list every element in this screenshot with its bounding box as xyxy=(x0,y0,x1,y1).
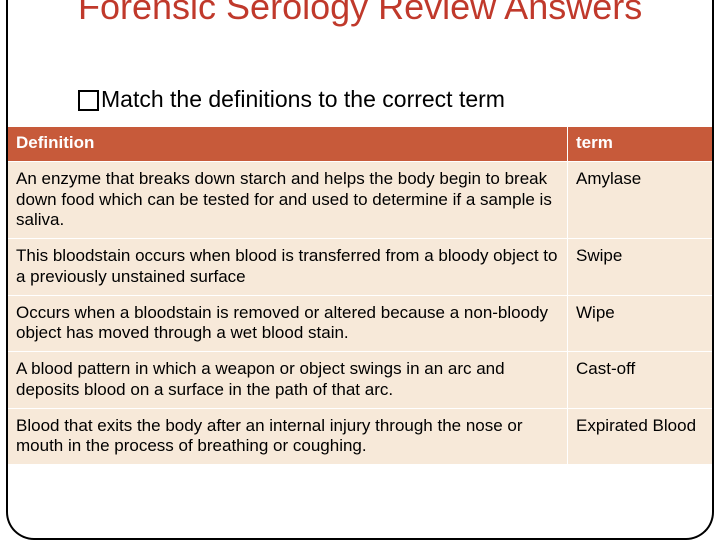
table-row: This bloodstain occurs when blood is tra… xyxy=(8,239,714,295)
cell-term: Expirated Blood xyxy=(568,408,714,464)
slide-title: Forensic Serology Review Answers xyxy=(78,0,680,27)
table-row: An enzyme that breaks down starch and he… xyxy=(8,162,714,239)
cell-term: Amylase xyxy=(568,162,714,239)
table-row: A blood pattern in which a weapon or obj… xyxy=(8,352,714,408)
instruction-text: Match the definitions to the correct ter… xyxy=(101,86,505,113)
cell-definition: An enzyme that breaks down starch and he… xyxy=(8,162,568,239)
bullet-box-icon xyxy=(78,90,99,111)
cell-definition: Occurs when a bloodstain is removed or a… xyxy=(8,295,568,351)
header-term: term xyxy=(568,127,714,162)
cell-definition: This bloodstain occurs when blood is tra… xyxy=(8,239,568,295)
table-header-row: Definition term xyxy=(8,127,714,162)
definition-term-table: Definition term An enzyme that breaks do… xyxy=(7,126,714,465)
cell-definition: A blood pattern in which a weapon or obj… xyxy=(8,352,568,408)
cell-term: Swipe xyxy=(568,239,714,295)
cell-term: Cast-off xyxy=(568,352,714,408)
cell-term: Wipe xyxy=(568,295,714,351)
table-row: Blood that exits the body after an inter… xyxy=(8,408,714,464)
instruction-line: Match the definitions to the correct ter… xyxy=(78,86,505,113)
header-definition: Definition xyxy=(8,127,568,162)
table-row: Occurs when a bloodstain is removed or a… xyxy=(8,295,714,351)
cell-definition: Blood that exits the body after an inter… xyxy=(8,408,568,464)
